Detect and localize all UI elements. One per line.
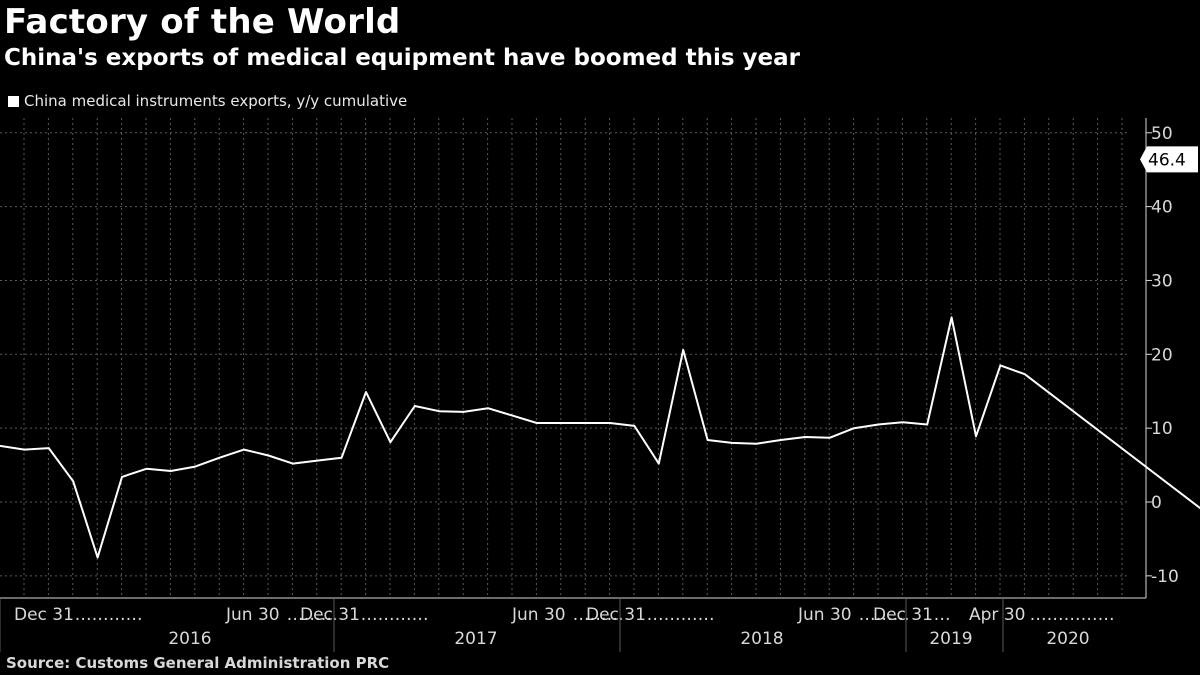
y-tick-label: -10: [1151, 567, 1179, 587]
legend: China medical instruments exports, y/y c…: [8, 92, 407, 110]
legend-swatch: [8, 95, 19, 107]
labels: 46.4: [1140, 146, 1198, 173]
y-tick-label: 10: [1151, 419, 1173, 439]
legend-label: China medical instruments exports, y/y c…: [24, 92, 408, 110]
y-tick-label: 40: [1151, 198, 1173, 218]
x-year-label: 2017: [454, 629, 497, 649]
y-tick-label: 50: [1151, 124, 1173, 144]
x-date-label: Dec 31: [300, 605, 360, 625]
y-tick-label: 20: [1151, 345, 1173, 365]
last-value-label: 46.4: [1148, 150, 1186, 170]
chart-subtitle: China's exports of medical equipment hav…: [4, 45, 801, 71]
x-date-label: Jun 30: [797, 605, 852, 625]
x-date-leader: ……………: [1030, 605, 1115, 625]
x-date-label: Apr 30: [969, 605, 1025, 625]
chart-title: Factory of the World: [4, 2, 401, 42]
x-date-leader: ………: [859, 605, 910, 625]
y-tick-label: 30: [1151, 271, 1173, 291]
x-date-label: Dec 31: [586, 605, 646, 625]
x-date-label: Dec 31: [873, 605, 933, 625]
x-date-leader: …………: [647, 605, 715, 625]
x-year-label: 2016: [168, 629, 211, 649]
x-year-label: 2020: [1046, 629, 1089, 649]
x-date-label: Jun 30: [225, 605, 280, 625]
x-year-label: 2019: [929, 629, 972, 649]
y-tick-label: 0: [1151, 493, 1162, 513]
last-value-flag: [1140, 146, 1198, 173]
grid: [0, 118, 1130, 598]
source-note: Source: Customs General Administration P…: [6, 654, 390, 672]
x-date-leader: …: [934, 605, 951, 625]
x-date-leader: …………: [75, 605, 143, 625]
x-date-leader: …………: [361, 605, 429, 625]
series-line: [0, 316, 1200, 559]
x-date-label: Jun 30: [511, 605, 566, 625]
x-year-label: 2018: [740, 629, 783, 649]
x-date-leader: ………: [573, 605, 624, 625]
series: [0, 316, 1200, 559]
x-date-label: Dec 31: [14, 605, 74, 625]
x-date-leader: ………: [287, 605, 338, 625]
